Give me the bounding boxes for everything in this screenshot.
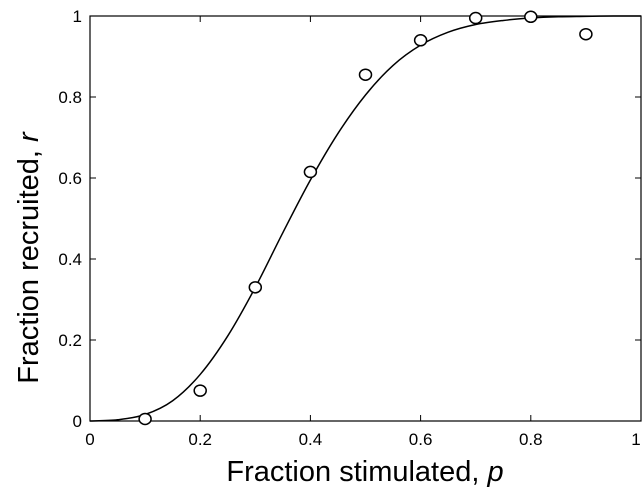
fit-curve — [89, 15, 642, 422]
y-tick-label: 0.2 — [58, 331, 82, 350]
y-tick-label: 0.8 — [58, 88, 82, 107]
y-axis-title: Fraction recruited, r — [13, 131, 45, 384]
data-point — [579, 27, 593, 41]
fit-curve-group — [89, 15, 642, 422]
x-tick-label: 1 — [631, 430, 640, 449]
axes-frame — [89, 15, 642, 422]
data-point — [193, 384, 207, 397]
y-tick-label: 1 — [73, 7, 82, 26]
data-point — [524, 10, 538, 24]
x-tick-label: 0.6 — [409, 430, 433, 449]
data-point — [358, 68, 373, 81]
data-point — [138, 412, 152, 426]
data-point — [303, 165, 318, 179]
x-tick-label: 0 — [85, 430, 94, 449]
data-points — [138, 10, 593, 426]
x-axis-title: Fraction stimulated, p — [226, 456, 503, 488]
data-point — [248, 281, 263, 294]
y-tick-label: 0.6 — [58, 169, 82, 188]
x-tick-label: 0.4 — [299, 430, 323, 449]
y-tick-label: 0.4 — [58, 250, 82, 269]
x-tick-label: 0.8 — [519, 430, 543, 449]
tick-labels: 0 0.2 0.4 0.6 0.8 1 0 0.2 0.4 0.6 0.8 1 — [58, 7, 640, 449]
x-tick-label: 0.2 — [188, 430, 212, 449]
axes-box — [89, 15, 642, 422]
data-point — [413, 34, 428, 47]
data-point — [468, 11, 483, 25]
y-tick-label: 0 — [73, 412, 82, 431]
